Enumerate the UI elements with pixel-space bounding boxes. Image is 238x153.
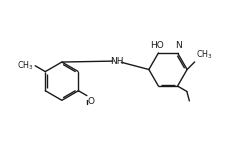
Text: CH$_3$: CH$_3$ — [196, 49, 213, 62]
Text: HO: HO — [150, 41, 164, 50]
Text: NH: NH — [110, 57, 124, 66]
Text: CH$_3$: CH$_3$ — [17, 60, 34, 72]
Text: O: O — [88, 97, 95, 106]
Text: N: N — [176, 41, 182, 50]
